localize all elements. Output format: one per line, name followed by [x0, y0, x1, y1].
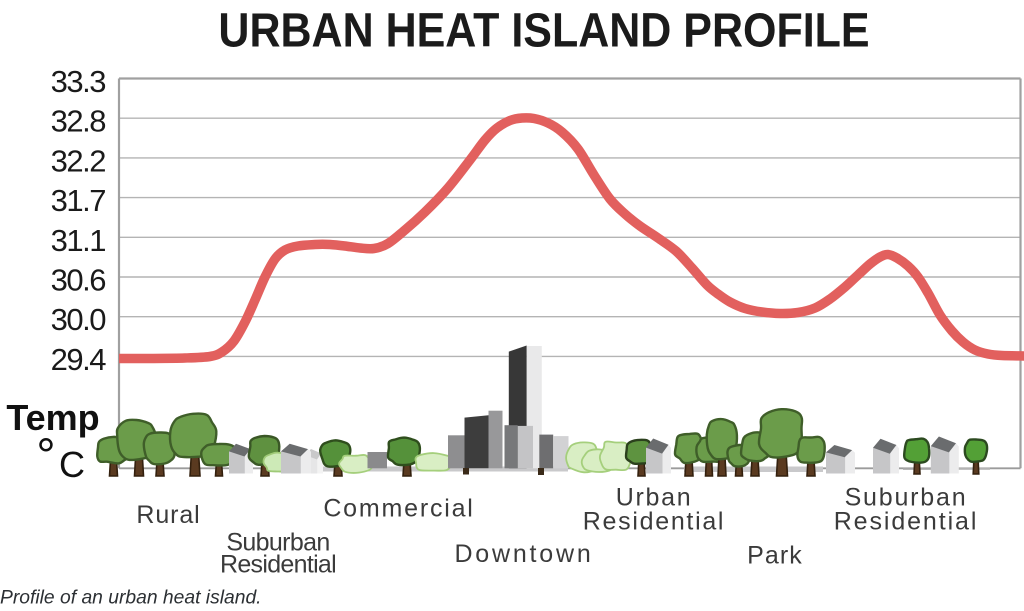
svg-text:31.1: 31.1 — [51, 223, 106, 258]
svg-text:Park: Park — [747, 542, 803, 570]
svg-text:31.7: 31.7 — [51, 183, 106, 218]
svg-text:Residential: Residential — [583, 508, 725, 536]
svg-text:Profile of an urban heat islan: Profile of an urban heat island. — [0, 588, 262, 609]
svg-text:Residential: Residential — [220, 551, 336, 579]
svg-text:30.0: 30.0 — [51, 302, 107, 337]
svg-text:Downtown: Downtown — [454, 540, 593, 568]
svg-text:°: ° — [36, 430, 55, 483]
svg-text:29.4: 29.4 — [51, 342, 107, 377]
svg-text:Residential: Residential — [834, 508, 979, 536]
svg-text:Urban: Urban — [616, 484, 693, 512]
svg-text:Suburban: Suburban — [226, 529, 329, 557]
svg-text:C: C — [59, 444, 85, 485]
svg-text:Temp: Temp — [6, 397, 99, 438]
svg-text:30.6: 30.6 — [51, 263, 106, 298]
svg-text:Suburban: Suburban — [845, 484, 968, 512]
svg-text:33.3: 33.3 — [51, 64, 106, 99]
svg-text:URBAN HEAT ISLAND PROFILE: URBAN HEAT ISLAND PROFILE — [218, 3, 869, 57]
svg-text:Rural: Rural — [136, 501, 200, 529]
svg-text:32.8: 32.8 — [51, 104, 106, 139]
svg-text:Commercial: Commercial — [323, 495, 474, 523]
svg-text:32.2: 32.2 — [51, 143, 106, 178]
